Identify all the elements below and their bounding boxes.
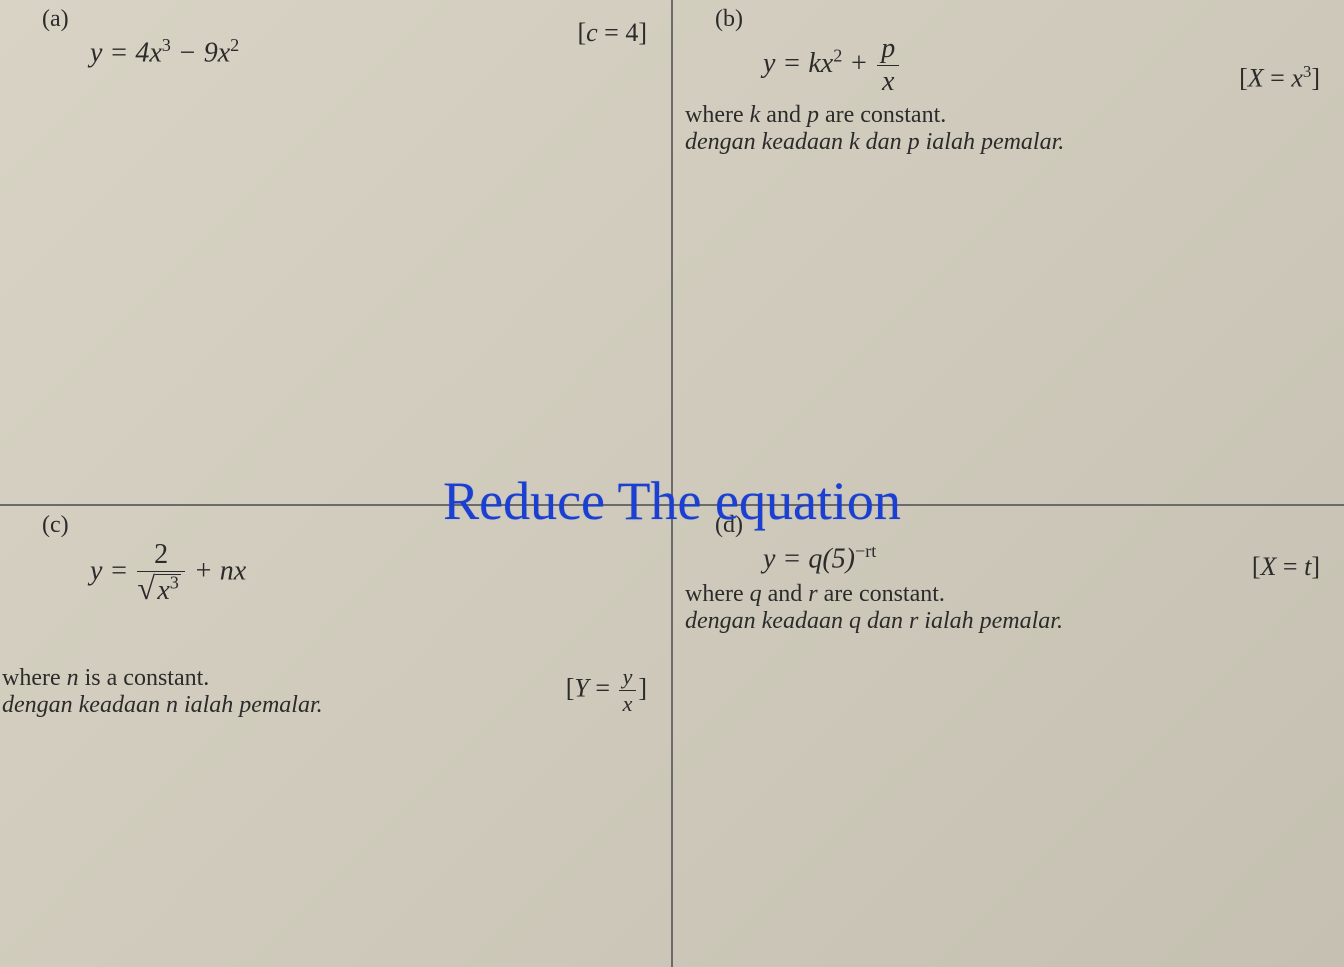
- cell-d-desc-ms: dengan keadaan q dan r ialah pemalar.: [685, 608, 1332, 635]
- hint-num: y: [619, 666, 637, 691]
- cell-a-hint: [c = 4]: [577, 18, 647, 48]
- cell-b-desc: where k and p are constant. dengan keada…: [685, 102, 1332, 156]
- cell-b: (b) y = kx2 + px where k and p are const…: [672, 0, 1344, 505]
- cell-c: (c) y = 2x3 + nx where n is a constant. …: [0, 505, 672, 967]
- desc-en-pre: where: [685, 581, 750, 607]
- cell-c-desc: where n is a constant. dengan keadaan n …: [2, 665, 659, 719]
- desc-en-post: are constant.: [819, 102, 946, 128]
- desc-var1: n: [67, 665, 79, 691]
- cell-c-desc-ms: dengan keadaan n ialah pemalar.: [2, 692, 659, 719]
- hint-den: x: [619, 691, 637, 715]
- cell-a-equation: y = 4x3 − 9x2: [90, 35, 659, 69]
- cell-d-desc: where q and r are constant. dengan keada…: [685, 581, 1332, 635]
- cell-c-hint: [Y = yx]: [566, 666, 647, 715]
- cell-c-equation: y = 2x3 + nx: [90, 541, 659, 605]
- cell-b-desc-ms: dengan keadaan k dan p ialah pemalar.: [685, 129, 1332, 156]
- cell-b-label: (b): [715, 6, 1332, 33]
- desc-var2: r: [808, 581, 817, 607]
- desc-en-pre: where: [2, 665, 67, 691]
- desc-en-mid: and: [760, 102, 807, 128]
- desc-en-pre: where: [685, 102, 750, 128]
- hint-prefix: [Y =: [566, 673, 617, 702]
- cell-a-label: (a): [42, 6, 659, 33]
- desc-en-post: is a constant.: [79, 665, 210, 691]
- cell-d-hint: [X = t]: [1252, 552, 1320, 582]
- cell-d-label: (d): [715, 512, 1332, 539]
- cell-b-hint: [X = x3]: [1239, 62, 1320, 94]
- cell-a: (a) y = 4x3 − 9x2 [c = 4]: [0, 0, 672, 505]
- desc-en-mid: and: [762, 581, 809, 607]
- cell-c-label: (c): [42, 512, 659, 539]
- cell-d: (d) y = q(5)−rt where q and r are consta…: [672, 505, 1344, 967]
- worksheet-grid: (a) y = 4x3 − 9x2 [c = 4] (b) y = kx2 + …: [0, 0, 1344, 967]
- hint-suffix: ]: [638, 673, 647, 702]
- desc-var2: p: [807, 102, 819, 128]
- desc-var1: k: [750, 102, 761, 128]
- cell-d-equation: y = q(5)−rt: [763, 541, 1332, 575]
- desc-en-post: are constant.: [818, 581, 945, 607]
- worksheet-sheet: (a) y = 4x3 − 9x2 [c = 4] (b) y = kx2 + …: [0, 0, 1344, 967]
- desc-var1: q: [750, 581, 762, 607]
